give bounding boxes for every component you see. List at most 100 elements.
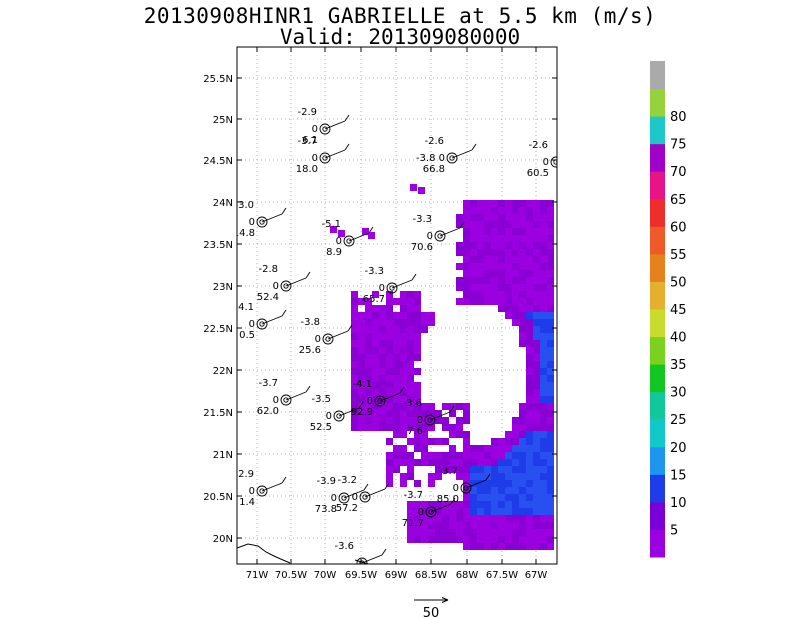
- wind-cell: [547, 305, 554, 312]
- wind-cell: [533, 284, 540, 291]
- wind-cell: [498, 452, 505, 459]
- wind-cell: [540, 270, 547, 277]
- wind-cell: [428, 501, 435, 508]
- wind-cell: [410, 184, 417, 191]
- wind-cell: [484, 221, 491, 228]
- wind-cell: [505, 284, 512, 291]
- wind-cell: [351, 382, 358, 389]
- wind-cell: [484, 494, 491, 501]
- wind-cell: [463, 431, 470, 438]
- wind-cell: [463, 501, 470, 508]
- lat-tick-label: 23N: [213, 282, 233, 293]
- wind-cell: [351, 354, 358, 361]
- wind-cell: [351, 375, 358, 382]
- station-marker: 2.9 01.4: [238, 469, 287, 508]
- colorbar-swatch: [650, 529, 665, 558]
- wind-cell: [519, 235, 526, 242]
- wind-cell: [449, 501, 456, 508]
- wind-cell: [358, 389, 365, 396]
- wind-cell: [386, 347, 393, 354]
- wind-cell: [477, 242, 484, 249]
- wind-cell: [484, 515, 491, 522]
- wind-cell: [414, 319, 421, 326]
- wind-cell: [491, 536, 498, 543]
- wind-cell: [435, 473, 442, 480]
- wind-cell: [547, 445, 554, 452]
- wind-cell: [512, 305, 519, 312]
- wind-cell: [533, 487, 540, 494]
- wind-cell: [470, 515, 477, 522]
- wind-cell: [428, 312, 435, 319]
- wind-cell: [519, 277, 526, 284]
- station-pressure: 0.5: [239, 330, 255, 341]
- colorbar-swatch: [650, 501, 665, 530]
- wind-cell: [372, 326, 379, 333]
- wind-cell: [512, 424, 519, 431]
- station-temp: -2.9: [297, 107, 317, 118]
- wind-cell: [491, 200, 498, 207]
- wind-cell: [477, 298, 484, 305]
- wind-cell: [512, 522, 519, 529]
- wind-cell: [540, 431, 547, 438]
- wind-cell: [386, 333, 393, 340]
- wind-cell: [512, 480, 519, 487]
- wind-cell: [519, 543, 526, 550]
- wind-cell: [540, 487, 547, 494]
- wind-cell: [421, 431, 428, 438]
- wind-cell: [358, 403, 365, 410]
- wind-cell: [533, 291, 540, 298]
- wind-cell: [449, 403, 456, 410]
- wind-cell: [407, 382, 414, 389]
- wind-cell: [393, 340, 400, 347]
- wind-cell: [414, 396, 421, 403]
- wind-cell: [435, 536, 442, 543]
- wind-cell: [393, 396, 400, 403]
- station-value: 0: [418, 507, 424, 518]
- wind-cell: [477, 515, 484, 522]
- wind-cell: [407, 305, 414, 312]
- wind-cell: [358, 312, 365, 319]
- wind-cell: [456, 242, 463, 249]
- wind-cell: [477, 445, 484, 452]
- wind-cell: [498, 445, 505, 452]
- wind-cell: [428, 522, 435, 529]
- wind-cell: [547, 424, 554, 431]
- wind-cell: [449, 459, 456, 466]
- station-pressure: 70.6: [411, 242, 433, 253]
- colorbar-label: 25: [670, 413, 687, 428]
- wind-cell: [547, 438, 554, 445]
- wind-cell: [470, 207, 477, 214]
- wind-cell: [540, 389, 547, 396]
- wind-cell: [526, 466, 533, 473]
- wind-cell: [491, 445, 498, 452]
- wind-cell: [407, 536, 414, 543]
- wind-cell: [351, 319, 358, 326]
- station-value: 0: [312, 124, 318, 135]
- wind-cell: [463, 270, 470, 277]
- lon-tick-label: 70W: [314, 570, 337, 581]
- wind-cell: [463, 480, 470, 487]
- wind-cell: [372, 305, 379, 312]
- wind-cell: [435, 529, 442, 536]
- wind-cell: [540, 522, 547, 529]
- wind-cell: [540, 543, 547, 550]
- wind-cell: [470, 277, 477, 284]
- wind-cell: [400, 354, 407, 361]
- wind-cell: [386, 326, 393, 333]
- lat-tick-label: 24N: [213, 198, 233, 209]
- wind-cell: [365, 389, 372, 396]
- wind-cell: [512, 459, 519, 466]
- wind-cell: [365, 361, 372, 368]
- wind-cell: [365, 347, 372, 354]
- wind-cell: [477, 487, 484, 494]
- wind-cell: [484, 445, 491, 452]
- wind-cell: [533, 207, 540, 214]
- wind-cell: [540, 529, 547, 536]
- wind-cell: [470, 235, 477, 242]
- wind-cell: [407, 326, 414, 333]
- wind-cell: [498, 270, 505, 277]
- wind-cell: [491, 298, 498, 305]
- wind-cell: [414, 522, 421, 529]
- wind-cell: [484, 214, 491, 221]
- wind-cell: [400, 431, 407, 438]
